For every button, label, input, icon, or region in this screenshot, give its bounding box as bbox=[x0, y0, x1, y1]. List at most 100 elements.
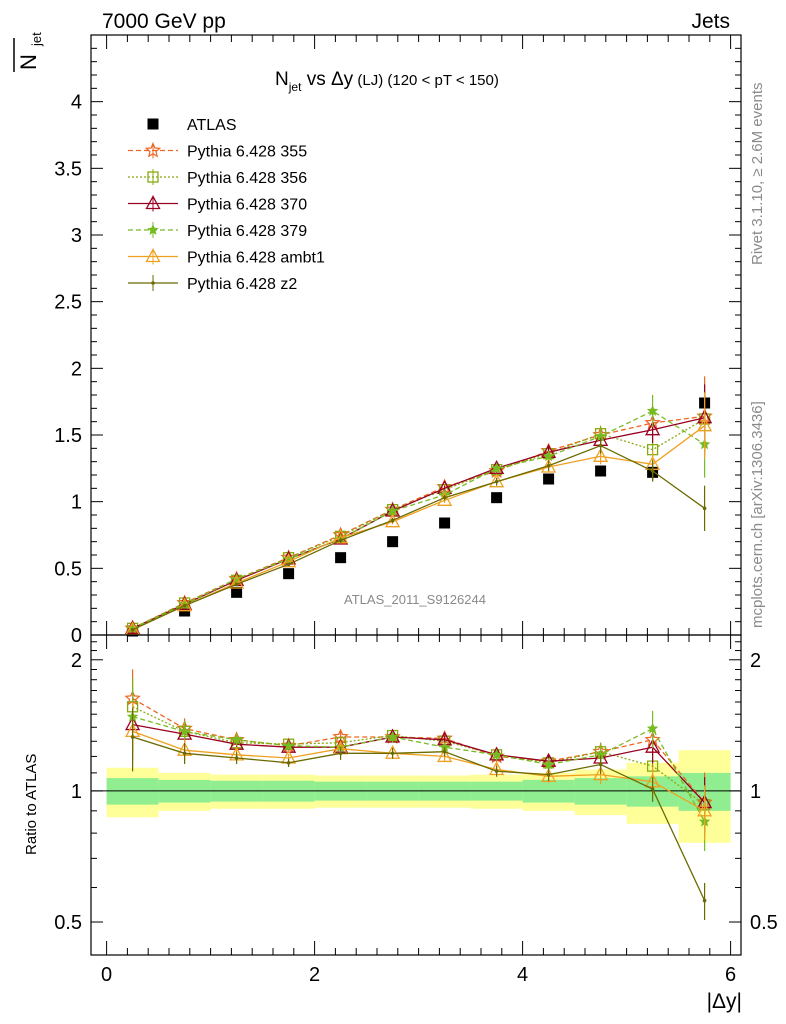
legend-label: ATLAS bbox=[187, 117, 237, 134]
bottom-frame bbox=[90, 634, 742, 956]
y-tick-label: 0.5 bbox=[54, 558, 82, 580]
top-axis-ticks: 0 0.5 1 1.5 2 2.5 3 3.5 4 bbox=[54, 35, 741, 647]
ratio-point bbox=[593, 766, 609, 781]
top-y-label-sub: jet bbox=[29, 32, 44, 47]
data-point bbox=[650, 469, 655, 473]
data-point bbox=[542, 450, 555, 462]
ratio-point bbox=[646, 722, 659, 734]
data-point bbox=[494, 479, 499, 484]
y-tick-label: 3.5 bbox=[54, 158, 82, 180]
ratio-point bbox=[182, 751, 187, 756]
ratio-point bbox=[542, 758, 555, 770]
ratio-line bbox=[132, 723, 706, 804]
ratio-point bbox=[594, 748, 607, 760]
y-tick-label: 2.5 bbox=[54, 292, 82, 314]
data-point bbox=[595, 465, 607, 477]
ratio-series-3 bbox=[126, 687, 711, 851]
data-point bbox=[281, 553, 297, 568]
data-point bbox=[283, 568, 295, 580]
top-y-label-main: N bbox=[16, 54, 41, 70]
ratio-point bbox=[282, 739, 295, 751]
legend-item: Pythia 6.428 ambt1 bbox=[128, 248, 325, 267]
chart-title: Njet vs Δy (LJ) (120 < pT < 150) bbox=[275, 69, 499, 94]
ratio-point bbox=[541, 767, 557, 782]
y-tick-label: 0 bbox=[71, 625, 82, 647]
legend-marker bbox=[147, 224, 159, 235]
legend-item: Pythia 6.428 z2 bbox=[128, 275, 297, 293]
ratio-line bbox=[132, 716, 706, 822]
data-point bbox=[702, 506, 707, 511]
legend-item: Pythia 6.428 370 bbox=[128, 195, 307, 214]
uncertainty-bands bbox=[106, 750, 731, 843]
ratio-tick-label-right: 1 bbox=[750, 781, 761, 803]
data-point bbox=[126, 622, 139, 634]
data-point bbox=[390, 518, 395, 523]
legend: ATLAS Pythia 6.428 355 Pythia 6.428 356 Pyt… bbox=[128, 117, 325, 293]
ratio-y-label: Ratio to ATLAS bbox=[23, 754, 40, 855]
data-point bbox=[385, 513, 401, 528]
legend-label: Pythia 6.428 356 bbox=[187, 170, 307, 187]
ratio-point bbox=[234, 756, 239, 760]
series-line bbox=[132, 444, 705, 631]
data-point bbox=[229, 574, 245, 589]
ratio-tick-label-left: 1 bbox=[71, 781, 82, 803]
ratio-point bbox=[230, 733, 243, 745]
bottom-axis-ticks: 0.5 0.5 1 1 2 2 0 2 4 6 bbox=[54, 635, 778, 986]
legend-marker bbox=[147, 171, 159, 183]
data-point bbox=[231, 586, 243, 598]
legend-marker bbox=[145, 195, 161, 210]
y-tick-label: 1.5 bbox=[54, 425, 82, 447]
x-tick-label: 2 bbox=[309, 964, 320, 986]
legend-label: Pythia 6.428 370 bbox=[187, 197, 307, 214]
data-point bbox=[593, 447, 609, 462]
y-tick-label: 4 bbox=[71, 92, 82, 114]
ratio-point bbox=[490, 748, 503, 760]
ratio-point bbox=[286, 761, 291, 765]
ratio-series-5 bbox=[130, 707, 707, 921]
ratio-point bbox=[697, 802, 713, 817]
legend-item: Pythia 6.428 355 bbox=[128, 141, 307, 161]
data-point bbox=[338, 538, 343, 543]
y-tick-label: 2 bbox=[71, 358, 82, 380]
series-line bbox=[132, 425, 705, 631]
data-point bbox=[697, 417, 713, 432]
data-point bbox=[439, 517, 451, 529]
data-point bbox=[490, 462, 503, 474]
ratio-tick-label-left: 0.5 bbox=[54, 912, 82, 934]
ratio-point bbox=[438, 741, 451, 752]
legend-label: Pythia 6.428 z2 bbox=[187, 276, 297, 293]
data-point bbox=[491, 492, 503, 504]
header-left-label: 7000 GeV pp bbox=[102, 10, 226, 33]
data-point bbox=[387, 536, 399, 548]
data-point bbox=[598, 443, 603, 448]
ratio-point bbox=[390, 751, 395, 756]
data-point bbox=[286, 562, 291, 567]
legend-item: Pythia 6.428 356 bbox=[128, 169, 307, 187]
legend-item: Pythia 6.428 379 bbox=[128, 222, 307, 240]
data-point bbox=[543, 473, 555, 485]
data-point bbox=[594, 430, 607, 442]
ratio-point bbox=[386, 731, 399, 742]
legend-label: Pythia 6.428 ambt1 bbox=[187, 250, 325, 267]
series-4 bbox=[126, 395, 711, 634]
top-panel: ATLAS_2011_S9126244 0 0.5 1 1.5 2 2.5 3 3.5 4 Nj… bbox=[54, 34, 742, 647]
legend-label: Pythia 6.428 355 bbox=[187, 144, 307, 161]
ratio-point bbox=[546, 772, 551, 777]
data-point bbox=[182, 603, 187, 608]
ratio-point bbox=[645, 738, 661, 753]
bottom-panel: 0.5 0.5 1 1 2 2 0 2 4 6 Ratio to ATLAS |Δy| bbox=[23, 634, 778, 1013]
ratio-point bbox=[650, 787, 655, 791]
ratio-line bbox=[132, 730, 705, 812]
legend-marker bbox=[151, 281, 155, 285]
x-tick-label: 6 bbox=[725, 964, 736, 986]
y-tick-label: 1 bbox=[71, 492, 82, 514]
ratio-point bbox=[598, 762, 603, 767]
mcplots-label: mcplots.cern.ch [arXiv:1306.3436] bbox=[749, 401, 766, 628]
data-point bbox=[541, 458, 557, 473]
data-point bbox=[386, 505, 399, 516]
top-y-axis-label: N jet bbox=[13, 32, 44, 72]
legend-item: ATLAS bbox=[147, 117, 237, 134]
legend-marker bbox=[145, 248, 161, 263]
legend-marker bbox=[144, 141, 162, 158]
